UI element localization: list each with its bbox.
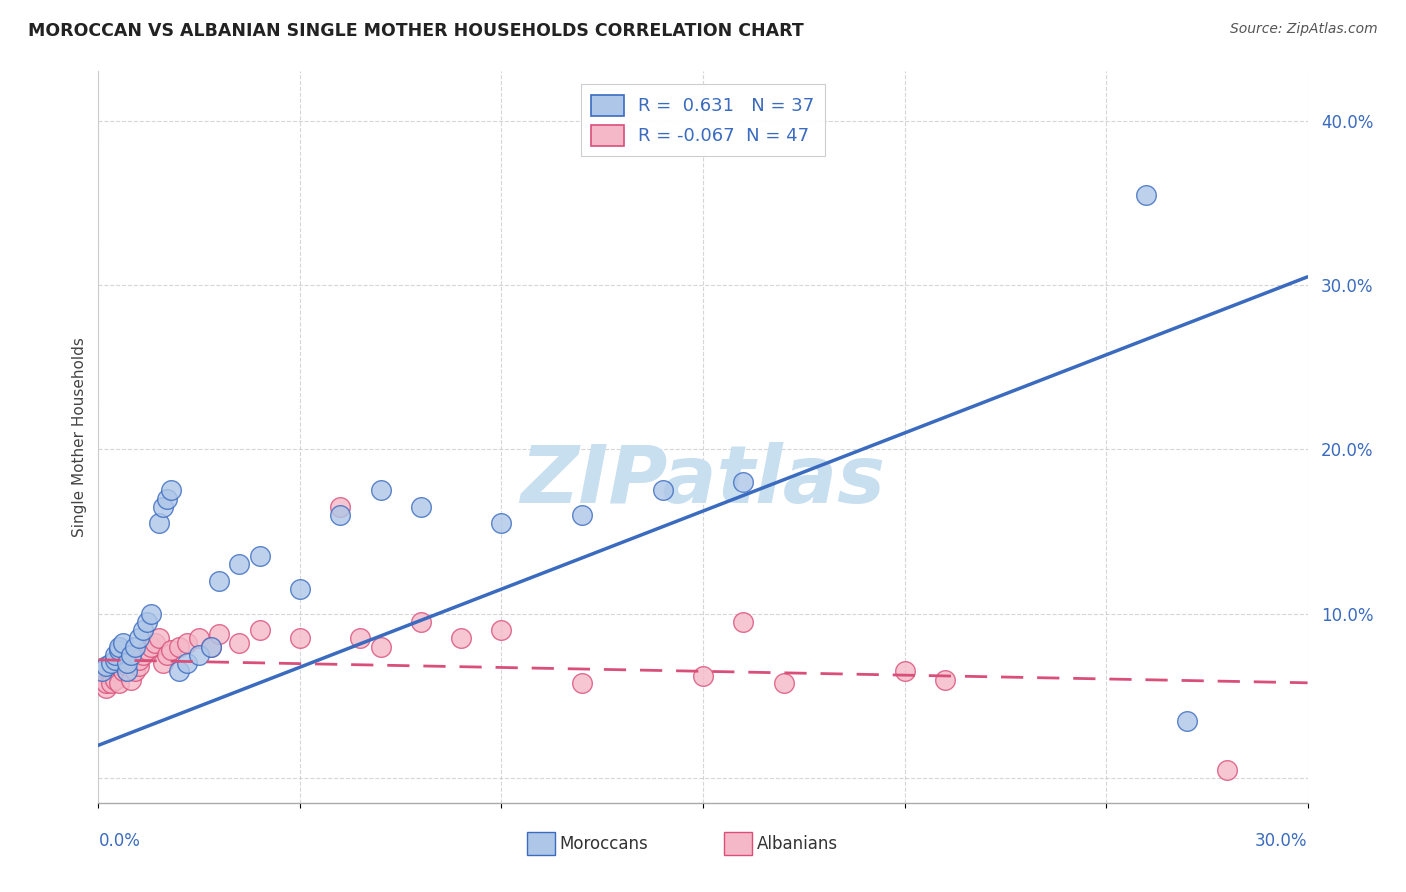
Y-axis label: Single Mother Households: Single Mother Households [72,337,87,537]
Point [103,653,125,667]
Point [156,491,179,506]
Point [571,508,593,523]
Point [692,669,714,683]
Point [188,632,211,646]
Text: Source: ZipAtlas.com: Source: ZipAtlas.com [1230,22,1378,37]
Point [135,643,157,657]
Point [124,640,146,654]
Point [100,675,122,690]
Point [349,632,371,646]
Point [143,636,166,650]
Point [409,615,432,629]
Point [208,574,231,588]
Point [733,475,755,490]
Point [120,653,142,667]
Point [139,640,162,654]
Point [107,659,129,673]
Point [329,508,352,523]
Point [160,643,183,657]
Point [148,516,170,531]
Point [132,624,155,638]
Point [91,665,114,679]
Point [115,659,138,673]
Text: Albanians: Albanians [756,835,838,853]
Point [188,648,211,662]
Text: 30.0%: 30.0% [1256,832,1308,850]
Point [1216,763,1239,777]
Point [288,582,311,596]
Point [160,483,183,498]
Legend: R =  0.631   N = 37, R = -0.067  N = 47: R = 0.631 N = 37, R = -0.067 N = 47 [581,84,825,156]
Point [132,648,155,662]
Point [167,640,190,654]
Point [103,673,125,687]
Point [111,656,134,670]
Point [135,615,157,629]
Point [934,673,956,687]
Point [156,648,179,662]
Point [176,636,198,650]
Point [107,643,129,657]
Point [733,615,755,629]
Point [115,665,138,679]
Point [200,640,222,654]
Point [772,675,794,690]
Point [115,656,138,670]
Point [228,558,250,572]
Point [176,656,198,670]
Point [571,675,593,690]
Point [491,516,513,531]
Point [91,673,114,687]
Point [148,632,170,646]
Text: MOROCCAN VS ALBANIAN SINGLE MOTHER HOUSEHOLDS CORRELATION CHART: MOROCCAN VS ALBANIAN SINGLE MOTHER HOUSE… [28,22,804,40]
Point [893,665,915,679]
Point [208,626,231,640]
Point [128,659,150,673]
Point [103,665,125,679]
Point [96,675,118,690]
Text: 0.0%: 0.0% [98,832,141,850]
Point [1135,187,1157,202]
Point [111,636,134,650]
Point [107,640,129,654]
Point [128,653,150,667]
Point [491,624,513,638]
Point [120,673,142,687]
Point [115,665,138,679]
Point [329,500,352,514]
Point [228,636,250,650]
Point [100,656,122,670]
Point [370,640,392,654]
Point [651,483,673,498]
Point [139,607,162,621]
Point [103,648,125,662]
Point [370,483,392,498]
Point [100,669,122,683]
Point [128,632,150,646]
Point [249,624,271,638]
Point [288,632,311,646]
Point [107,675,129,690]
Point [152,656,174,670]
Point [124,665,146,679]
Point [120,648,142,662]
Text: ZIPatlas: ZIPatlas [520,442,886,520]
Point [249,549,271,564]
Point [450,632,472,646]
Point [96,659,118,673]
Point [1175,714,1198,728]
Point [167,665,190,679]
Point [111,665,134,679]
Point [409,500,432,514]
Point [200,640,222,654]
Text: Moroccans: Moroccans [560,835,648,853]
Point [96,681,118,695]
Point [152,500,174,514]
